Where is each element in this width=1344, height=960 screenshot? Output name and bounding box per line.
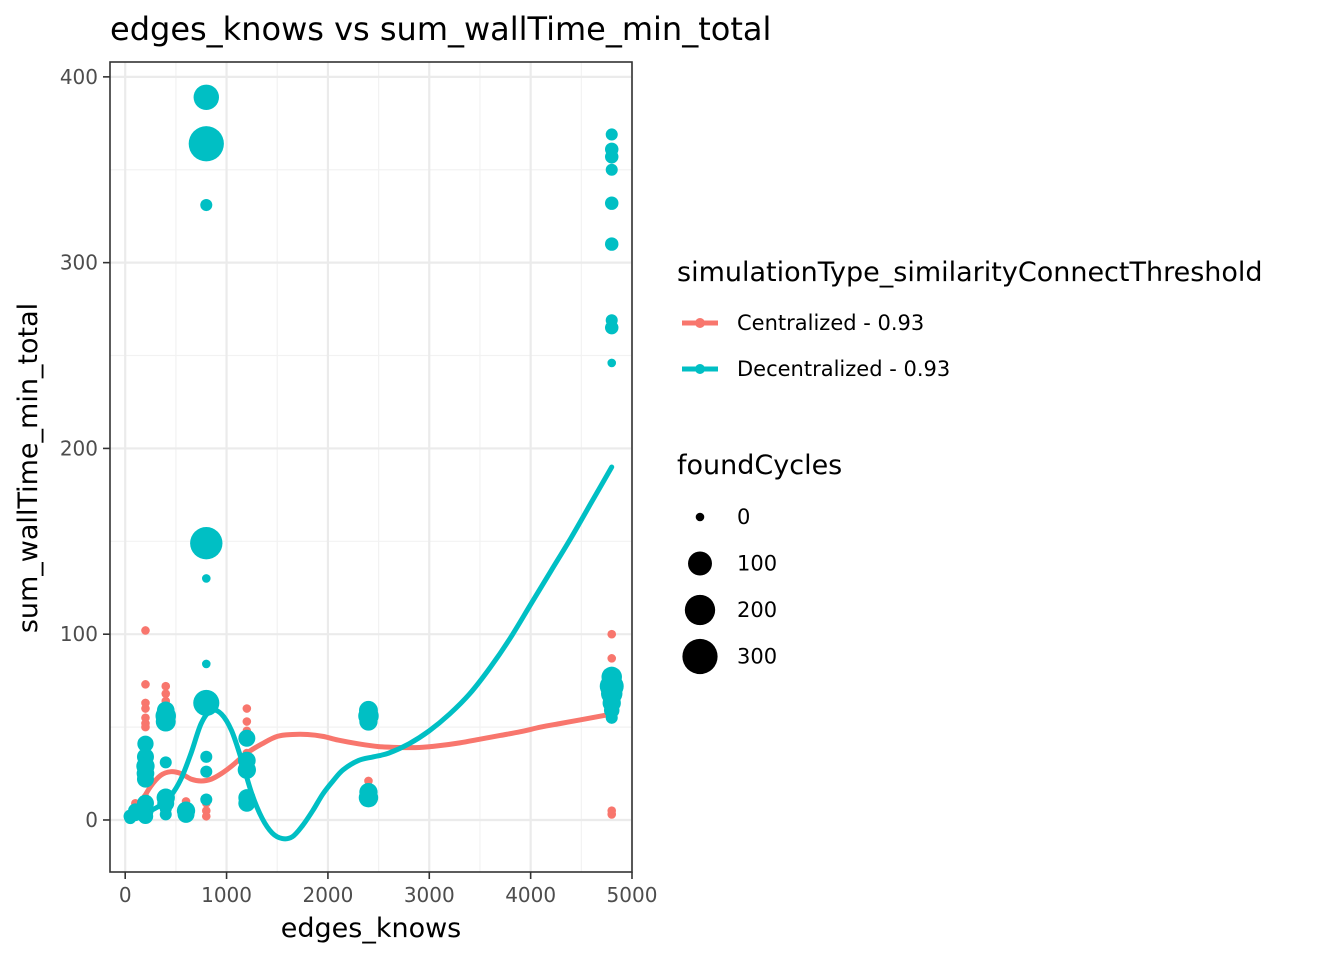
data-point [238,729,256,747]
grid [110,62,634,872]
data-point [358,787,379,808]
legend-key-dot [695,364,705,374]
data-point [141,722,150,732]
data-point [607,810,617,819]
data-point [607,654,617,663]
data-point [200,199,213,212]
y-tick-label: 200 [60,436,98,460]
x-tick-label: 4000 [505,883,556,907]
data-point [141,680,150,689]
legend-size-circle [682,638,718,675]
data-point [193,84,220,111]
data-point [141,626,150,635]
legend-label: Centralized - 0.93 [737,311,924,335]
data-point [359,712,378,731]
data-points [123,84,624,825]
y-tick-label: 0 [85,808,98,832]
data-point [605,128,618,141]
data-point [193,689,220,716]
legend-size-circle [695,512,705,522]
panel-border [109,61,633,873]
data-point [161,689,171,698]
data-point [201,811,211,821]
data-point [188,126,224,162]
data-point [190,526,223,560]
data-point [200,765,213,778]
data-point [242,704,252,713]
legend-size-circle [688,551,712,576]
legend-size-label: 100 [737,552,777,576]
axes: 0 1000 2000 3000 4000 5000 0 100 200 300 400 [60,65,658,907]
data-point [201,574,211,583]
data-point [136,770,154,788]
data-point [137,735,154,752]
data-point [177,805,195,823]
data-point [604,150,619,164]
data-point [141,704,150,713]
legend-size-label: 0 [737,505,750,529]
data-point [607,629,617,639]
legend-size-label: 300 [737,645,777,669]
legend-size-circle [684,594,716,626]
x-axis-title: edges_knows [281,913,461,944]
data-point [161,681,171,691]
y-tick-label: 100 [60,622,98,646]
legend-color-title: simulationType_similarityConnectThreshol… [677,257,1263,288]
data-point [159,808,172,821]
data-point [604,237,619,251]
legend-label: Decentralized - 0.93 [737,357,950,381]
data-point [155,711,176,732]
data-point [159,756,172,769]
x-tick-label: 0 [119,883,132,907]
x-tick-label: 5000 [607,883,658,907]
x-tick-label: 1000 [201,883,252,907]
data-point [200,793,213,806]
smooth-lines [127,464,615,842]
data-point [200,750,213,763]
data-point [605,163,618,176]
data-point [604,196,619,210]
data-point [201,659,211,669]
y-tick-label: 400 [60,65,98,89]
x-tick-label: 2000 [302,883,353,907]
smooth-line [127,464,615,842]
chart-title: edges_knows vs sum_wallTime_min_total [110,10,771,48]
legend: simulationType_similarityConnectThreshol… [677,257,1263,675]
y-axis-title: sum_wallTime_min_total [13,303,44,633]
legend-size-title: foundCycles [677,450,842,481]
x-tick-label: 3000 [404,883,455,907]
data-point [604,320,619,335]
data-point [137,808,154,825]
legend-size-label: 200 [737,598,777,622]
legend-size-keys: 0 100 200 300 [682,505,777,675]
legend-key-dot [695,318,705,328]
data-point [607,358,617,368]
legend-color-keys: Centralized - 0.93 Decentralized - 0.93 [682,311,950,381]
data-point [237,760,256,779]
data-point [242,717,252,726]
data-point [605,711,618,724]
y-tick-label: 300 [60,251,98,275]
data-point [238,794,256,812]
